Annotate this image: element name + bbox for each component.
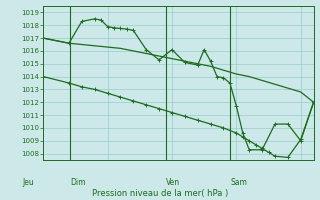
Text: Ven: Ven [166,178,180,187]
Text: Jeu: Jeu [22,178,34,187]
Text: Dim: Dim [70,178,86,187]
Text: Pression niveau de la mer( hPa ): Pression niveau de la mer( hPa ) [92,189,228,198]
Text: Sam: Sam [230,178,247,187]
